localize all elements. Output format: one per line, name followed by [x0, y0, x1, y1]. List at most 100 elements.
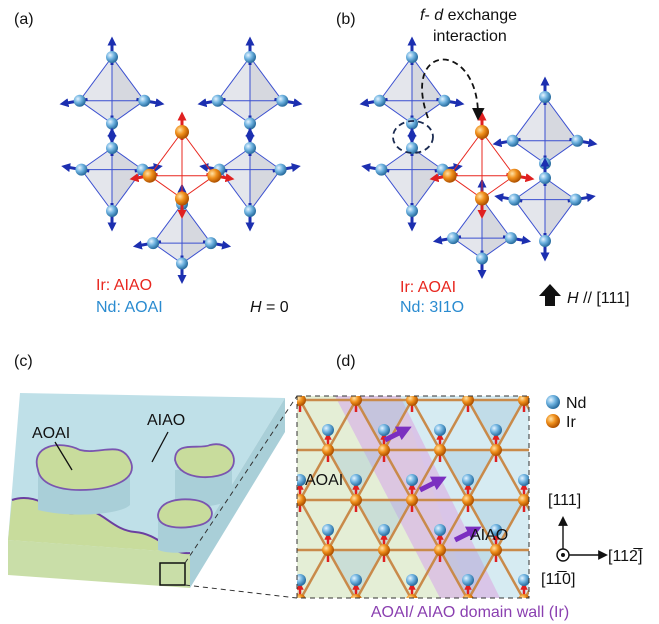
- dash: -: [424, 7, 429, 24]
- nd-atom: [106, 117, 118, 130]
- nd-atom: [546, 524, 558, 536]
- lattice: [297, 396, 614, 606]
- bond: [580, 550, 608, 600]
- ir-atom: [350, 494, 362, 506]
- bond: [438, 449, 470, 501]
- axis-label: [112̅]: [608, 547, 643, 565]
- tetra-edge: [449, 131, 483, 176]
- tetra-face: [112, 57, 145, 124]
- bond: [326, 499, 358, 551]
- ir-label: Ir: AOAI: [400, 279, 456, 296]
- triangle: [297, 500, 300, 506]
- tetra-edge: [249, 169, 282, 212]
- bond: [299, 549, 330, 598]
- ir-atom: [175, 191, 189, 206]
- ir-atom: [434, 444, 446, 456]
- bond: [382, 399, 414, 451]
- tetra-face: [512, 97, 545, 164]
- tetra-edge: [249, 56, 283, 101]
- field-symbol: H: [250, 299, 262, 316]
- nd-label: Nd: 3I1O: [400, 299, 464, 316]
- ir-atom: [350, 594, 362, 598]
- tetra-edge: [544, 199, 577, 242]
- tetra-edge: [380, 169, 413, 212]
- tetra-edge: [544, 96, 578, 141]
- ir-atom: [378, 444, 390, 456]
- nd-atom: [506, 134, 519, 147]
- tetra-face: [182, 204, 211, 264]
- bond: [466, 449, 498, 501]
- ir-atom: [442, 168, 457, 183]
- ir-atom: [378, 544, 390, 556]
- tetra-face: [545, 97, 578, 164]
- nd-atom: [462, 474, 474, 486]
- panel-label: (b): [336, 11, 356, 28]
- nd-atom: [350, 574, 362, 586]
- ir-atom: [574, 594, 586, 606]
- nd-atom: [274, 163, 287, 176]
- ir-atom: [602, 444, 614, 456]
- tetra-edge: [481, 198, 512, 239]
- exchange-arrow: [421, 58, 485, 121]
- legend-nd-swatch: [546, 395, 560, 409]
- nd-atom: [176, 257, 188, 270]
- tetra-edge: [544, 140, 578, 164]
- tetra-edge: [111, 100, 145, 124]
- nd-atom: [406, 142, 418, 154]
- region-label: AIAO: [470, 527, 508, 544]
- wall-spin: [453, 526, 482, 543]
- nd-atom: [569, 193, 582, 206]
- ir-atom: [175, 125, 189, 139]
- tetra-edge: [81, 147, 113, 171]
- tetra-face: [150, 132, 182, 199]
- legend-label: Nd: [566, 395, 586, 412]
- tetra-face: [412, 148, 443, 211]
- panel-label: (d): [336, 353, 356, 370]
- ir-atom: [462, 594, 474, 598]
- tetra-face: [217, 57, 250, 124]
- ir-atom: [462, 396, 474, 406]
- region-label: AOAI: [305, 472, 343, 489]
- nd-atom: [276, 94, 289, 107]
- ir-atom: [518, 594, 529, 598]
- nd-atom: [378, 524, 390, 536]
- nd-atom: [322, 524, 334, 536]
- bond: [354, 449, 386, 501]
- ir-atom: [546, 444, 558, 456]
- bond: [438, 549, 469, 598]
- nd-atom: [244, 205, 256, 217]
- nd-atom: [244, 117, 256, 130]
- tetra-edge: [217, 56, 251, 101]
- nd-atom: [375, 163, 388, 176]
- tetra-edge: [149, 131, 183, 176]
- ir-atom: [297, 594, 306, 598]
- tetra-face: [514, 178, 545, 241]
- bond: [354, 499, 386, 551]
- bond: [298, 399, 330, 451]
- nd-atom: [434, 524, 446, 536]
- nd-atom: [204, 237, 217, 250]
- nd-atom: [406, 51, 418, 63]
- nd-atom: [406, 205, 418, 217]
- annotation-line2: interaction: [433, 28, 507, 45]
- bond: [494, 399, 526, 451]
- nd-atom: [447, 232, 460, 245]
- tetra-edge: [249, 100, 283, 124]
- tetra-edge: [181, 203, 212, 244]
- nd-atom: [244, 142, 256, 154]
- decoration: [59, 36, 598, 284]
- bond: [466, 499, 498, 551]
- tetra-face: [112, 148, 143, 211]
- bond: [410, 399, 442, 451]
- ir-atom: [142, 168, 157, 183]
- axis-label: [11̅0]: [541, 570, 575, 588]
- axis-label: [111]: [548, 492, 581, 509]
- tetra-edge: [111, 147, 143, 171]
- tetra-edge: [80, 169, 113, 212]
- field-label: H // [111]: [567, 290, 630, 307]
- bond: [297, 592, 301, 598]
- ir-atom: [475, 191, 489, 206]
- tetra-edge: [512, 96, 546, 141]
- nd-atom: [138, 94, 151, 107]
- bond: [326, 399, 358, 451]
